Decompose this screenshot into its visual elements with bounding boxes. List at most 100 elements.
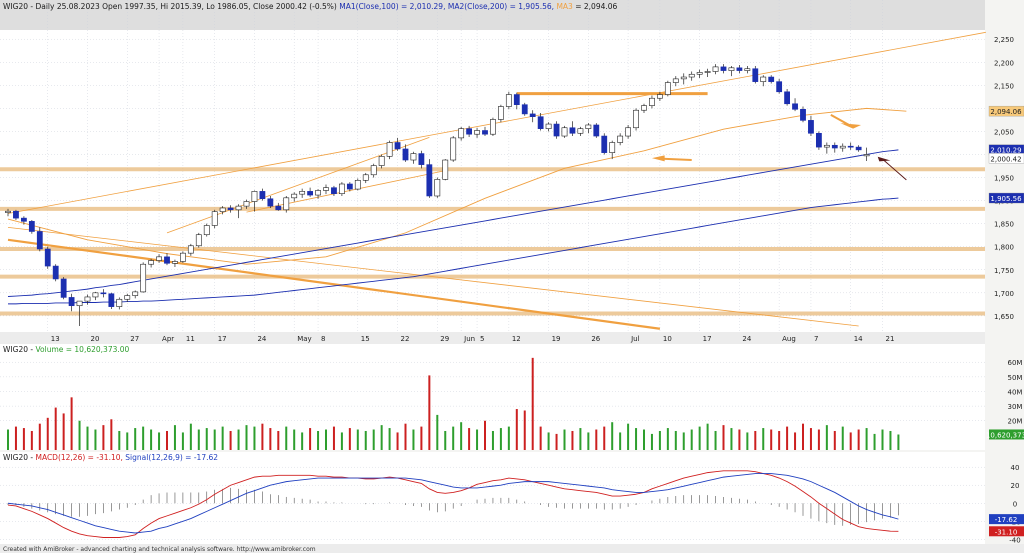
volume-bar	[269, 428, 272, 450]
volume-bar	[14, 426, 17, 450]
candle-body	[800, 109, 806, 121]
volume-bar	[666, 428, 669, 450]
volume-bar	[658, 430, 661, 450]
orange-arrow-head	[651, 155, 665, 162]
volume-bar	[126, 432, 129, 450]
footer-text: Created with AmiBroker - advanced charti…	[3, 546, 316, 553]
volume-bar	[794, 432, 797, 450]
x-tick-label: 29	[440, 335, 449, 343]
volume-bar	[285, 426, 288, 450]
signal-last-label: -17.62	[995, 516, 1018, 524]
candle-body	[68, 297, 75, 307]
volume-bar	[388, 428, 391, 450]
candle-body	[585, 124, 592, 129]
candle-body	[521, 104, 528, 115]
volume-bar	[364, 430, 367, 450]
orange-arrow	[659, 157, 692, 162]
volume-bar	[205, 428, 208, 450]
candle-body	[577, 128, 584, 134]
macd-histogram	[7, 487, 899, 526]
candle-body	[299, 191, 306, 195]
candle-body	[291, 193, 298, 199]
price-tick-label: 1,950	[994, 175, 1014, 183]
candle-body	[720, 66, 727, 71]
candle-body	[505, 94, 512, 107]
candle-body	[76, 300, 83, 307]
downtrend-line-main	[7, 238, 661, 330]
volume-bar	[627, 423, 630, 450]
candle-body	[164, 256, 170, 264]
volume-bar	[595, 429, 598, 450]
x-axis-band	[0, 332, 985, 344]
volume-bar	[197, 429, 200, 450]
candle-body	[267, 198, 274, 207]
candle-body	[140, 263, 147, 293]
candle-body	[5, 210, 11, 213]
price-label-box	[988, 153, 1024, 164]
x-tick-label: 26	[591, 335, 600, 343]
candle-body	[195, 234, 202, 247]
candle-body	[259, 191, 266, 200]
price-tick-label: 1,850	[994, 221, 1014, 229]
volume-bar	[436, 414, 439, 450]
macd-lines	[7, 470, 899, 538]
volume-bar	[484, 420, 486, 450]
volume-bar	[110, 419, 113, 450]
candle-body	[760, 76, 767, 82]
volume-bar	[849, 432, 852, 450]
price-moving-averages	[7, 149, 899, 305]
trend-channel-upper	[7, 31, 986, 214]
candle-body	[219, 207, 226, 212]
candle-body	[855, 146, 862, 151]
x-tick-label: 24	[742, 335, 751, 343]
price-label: 2,000.42	[990, 155, 1021, 163]
candle-body	[187, 245, 194, 254]
candle-body	[474, 130, 480, 135]
volume-bar	[802, 423, 804, 450]
volume-bar	[444, 430, 447, 450]
candle-body	[823, 144, 830, 148]
volume-bar	[825, 425, 828, 450]
volume-bar	[412, 429, 415, 450]
volume-bar	[857, 429, 860, 450]
x-tick-label: May	[297, 335, 311, 343]
candle-body	[529, 113, 536, 117]
candle-body	[680, 76, 687, 80]
volume-bar	[7, 429, 9, 450]
x-tick-label: 19	[552, 335, 561, 343]
volume-bar	[166, 430, 168, 450]
volume-bar	[579, 428, 582, 450]
volume-bar	[778, 430, 781, 450]
candle-body	[553, 123, 560, 137]
candle-body	[776, 81, 783, 93]
volume-tick-label: 50M	[1008, 374, 1023, 382]
volume-bar	[428, 375, 431, 450]
price-label-box	[988, 192, 1024, 204]
volume-bar	[30, 430, 33, 450]
volume-bar	[380, 425, 383, 450]
volume-label-box	[989, 429, 1024, 440]
volume-bar	[94, 429, 97, 450]
candle-body	[108, 293, 115, 307]
volume-bar	[356, 429, 359, 450]
price-label: 1,905.56	[990, 195, 1022, 203]
volume-bar	[340, 432, 343, 450]
volume-bar	[873, 433, 876, 450]
volume-tick-label: 40M	[1008, 388, 1023, 396]
candle-body	[847, 145, 854, 148]
volume-last-label: 10,620,373	[986, 431, 1024, 439]
candle-body	[569, 127, 576, 134]
candle-body	[497, 106, 504, 120]
candle-body	[434, 179, 441, 197]
candle-body	[792, 103, 798, 110]
candle-body	[752, 68, 759, 82]
volume-bar	[396, 432, 399, 450]
candle-body	[458, 128, 465, 139]
volume-bar	[261, 423, 264, 450]
x-tick-label: Apr	[162, 335, 174, 343]
macd-tick-label: 20	[1011, 482, 1020, 490]
macd-pane: -40-2002040-17.62-31.10 WIG20 - MACD(12,…	[0, 452, 1024, 544]
candle-body	[211, 211, 218, 226]
orange-arrow-2-head	[840, 123, 862, 129]
